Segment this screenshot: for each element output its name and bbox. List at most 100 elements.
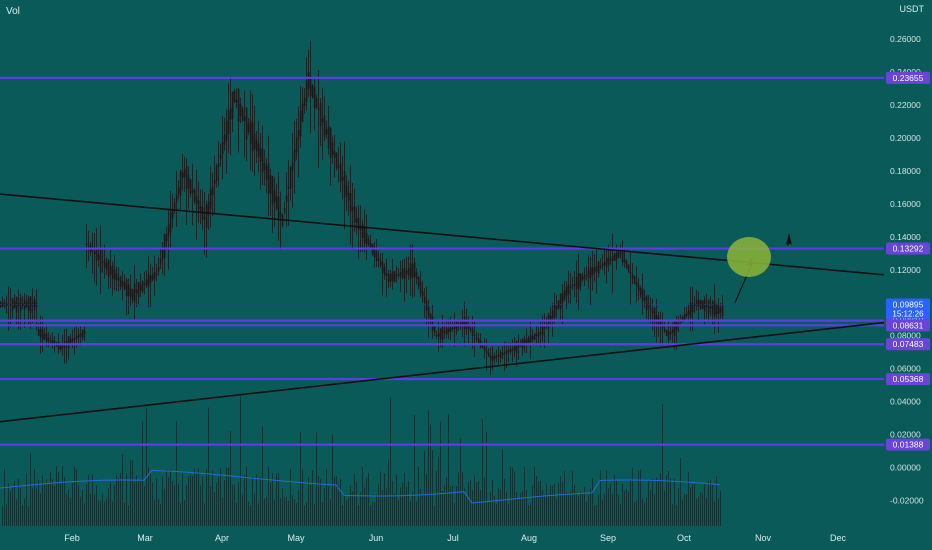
candle-body xyxy=(203,217,206,219)
volume-bar xyxy=(628,491,629,526)
candle-body xyxy=(251,122,254,151)
volume-bar xyxy=(306,502,307,526)
candle-body xyxy=(17,302,20,307)
volume-bar xyxy=(466,495,467,526)
candle-body xyxy=(659,321,662,326)
candle-body xyxy=(253,133,256,149)
candle-body xyxy=(285,195,288,203)
candle-body xyxy=(629,272,632,274)
candle-body xyxy=(247,123,250,133)
candle-body xyxy=(215,166,218,181)
volume-bar xyxy=(682,500,683,526)
candle-body xyxy=(475,337,478,340)
candle-body xyxy=(199,206,202,213)
volume-bar xyxy=(108,488,109,526)
candle-body xyxy=(471,328,474,337)
volume-bar xyxy=(294,499,295,526)
volume-bar xyxy=(128,505,129,526)
volume-bar xyxy=(632,467,633,526)
candle-body xyxy=(637,284,640,291)
candle-body xyxy=(115,273,118,281)
candle-body xyxy=(289,166,292,188)
volume-bar xyxy=(586,501,587,526)
candle-body xyxy=(401,268,404,279)
volume-bar xyxy=(36,488,37,526)
y-tick-label: 0.12000 xyxy=(890,265,921,275)
candle-body xyxy=(291,162,294,171)
candle-body xyxy=(529,335,532,343)
candle-body xyxy=(633,276,636,284)
volume-bar xyxy=(14,480,15,526)
candle-body xyxy=(623,258,626,264)
candle-body xyxy=(493,355,496,360)
volume-bar xyxy=(348,498,349,526)
volume-bar xyxy=(76,469,77,526)
volume-bar xyxy=(162,476,163,526)
candle-body xyxy=(81,329,84,338)
candle-body xyxy=(383,266,386,275)
candle-body xyxy=(601,263,604,267)
candle-body xyxy=(649,307,652,310)
candle-body xyxy=(469,328,472,331)
volume-bar xyxy=(288,500,289,526)
candle-body xyxy=(715,303,718,315)
volume-bar xyxy=(454,503,455,526)
volume-bar xyxy=(426,473,427,526)
candle-body xyxy=(427,307,430,317)
candle-body xyxy=(477,338,480,343)
candle-body xyxy=(323,115,326,137)
volume-bar xyxy=(668,471,669,526)
candle-body xyxy=(77,334,80,338)
volume-bar xyxy=(2,506,3,526)
volume-bar xyxy=(602,499,603,526)
volume-bar xyxy=(254,493,255,526)
volume-bar xyxy=(468,481,469,526)
volume-bar xyxy=(46,479,47,526)
candle-body xyxy=(669,332,672,335)
volume-bar xyxy=(548,494,549,526)
volume-bar xyxy=(222,497,223,526)
candle-body xyxy=(495,356,498,358)
x-tick-label: Jul xyxy=(447,533,459,543)
volume-bar xyxy=(380,471,381,526)
volume-bar xyxy=(624,490,625,526)
candle-body xyxy=(167,224,170,236)
candle-body xyxy=(507,350,510,353)
volume-bar xyxy=(360,492,361,526)
candle-body xyxy=(45,333,48,343)
candle-body xyxy=(415,272,418,280)
volume-bar xyxy=(178,483,179,526)
volume-bar xyxy=(362,467,363,526)
candle-body xyxy=(569,287,572,289)
volume-bar xyxy=(224,480,225,526)
volume-bar xyxy=(552,485,553,526)
candle-body xyxy=(161,247,164,260)
volume-bar xyxy=(48,482,49,526)
volume-bar xyxy=(192,475,193,526)
candle-body xyxy=(37,329,40,336)
volume-bar xyxy=(382,490,383,526)
candle-body xyxy=(39,329,42,339)
candle-body xyxy=(61,343,64,349)
volume-bar xyxy=(212,470,213,526)
candle-body xyxy=(677,322,680,326)
volume-bar xyxy=(50,471,51,526)
candle-body xyxy=(583,275,586,279)
candle-body xyxy=(481,344,484,349)
candle-body xyxy=(433,326,436,333)
level-tag-label: 0.08631 xyxy=(893,320,924,330)
volume-bar xyxy=(296,503,297,526)
volume-bar xyxy=(302,469,303,526)
volume-bar xyxy=(32,488,33,526)
volume-bar xyxy=(264,498,265,526)
volume-ma-line xyxy=(0,469,721,504)
volume-bar xyxy=(214,492,215,526)
candle-body xyxy=(577,273,580,290)
volume-bar xyxy=(396,474,397,526)
candle-body xyxy=(263,163,266,170)
level-tag xyxy=(886,438,930,451)
volume-bar xyxy=(256,474,257,526)
candle-body xyxy=(681,316,684,322)
candle-body xyxy=(261,148,264,173)
